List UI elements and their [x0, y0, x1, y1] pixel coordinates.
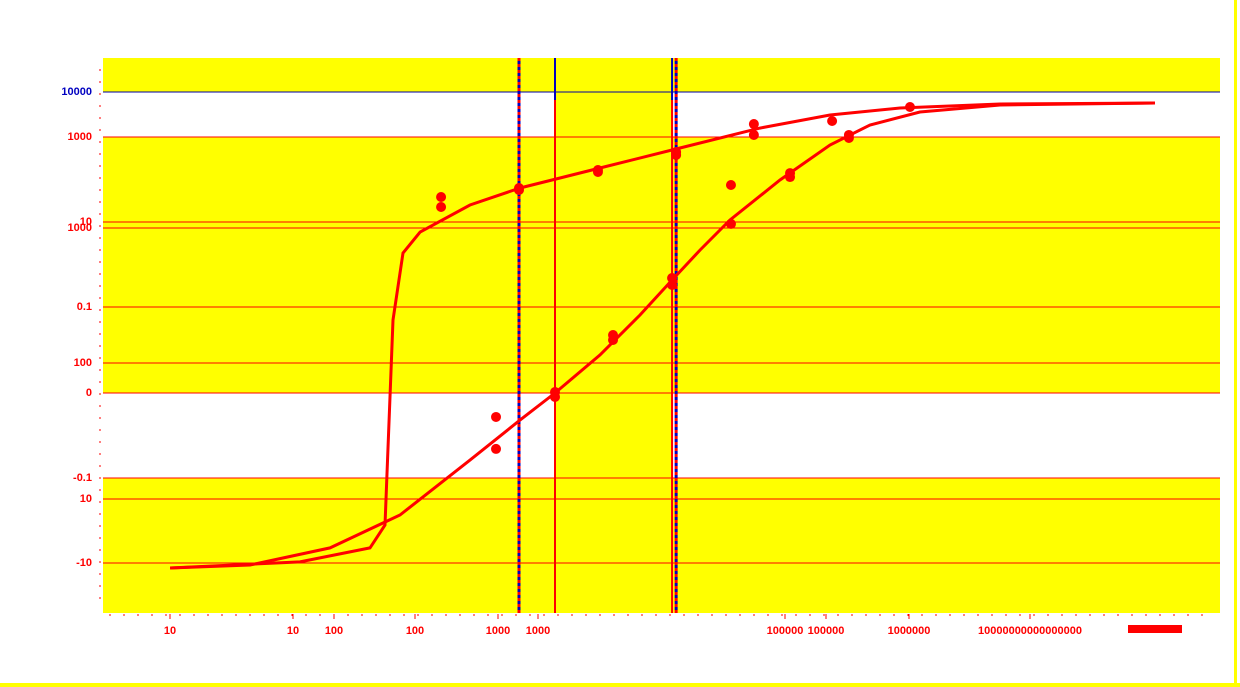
y-tick-label: 1000 — [68, 131, 92, 143]
window-edge — [1234, 0, 1237, 687]
y-tick-label: 1000 — [68, 222, 92, 234]
data-point — [785, 172, 796, 183]
y-tick-label: 10000 — [61, 86, 92, 98]
data-point — [667, 272, 678, 283]
x-tick-label: 10000000000000000 — [978, 625, 1082, 637]
curve — [170, 101, 1156, 570]
data-point — [491, 443, 502, 454]
data-point — [514, 185, 525, 196]
y-tick-label: -10 — [76, 557, 92, 569]
y-tick-label: 10 — [80, 493, 92, 505]
x-tick-label: 10 — [164, 625, 176, 637]
x-tick-label: 100 — [325, 625, 343, 637]
x-tick-label: 1000 — [486, 625, 510, 637]
x-tick-label: 100000 — [808, 625, 845, 637]
data-point — [725, 218, 736, 229]
data-point — [592, 164, 603, 175]
data-point — [748, 129, 759, 140]
y-tick-label: 0 — [86, 387, 92, 399]
y-tick-label: 100 — [74, 357, 92, 369]
data-point — [608, 335, 619, 346]
data-point — [827, 115, 838, 126]
x-tick-label: 1000 — [526, 625, 550, 637]
data-point — [667, 280, 678, 291]
y-tick-label: -0.1 — [73, 472, 92, 484]
data-point — [904, 102, 915, 113]
data-point — [436, 192, 447, 203]
x-tick-label: 100000 — [767, 625, 804, 637]
garbled-label — [1128, 625, 1182, 633]
data-point — [725, 179, 736, 190]
window-edge — [0, 683, 1240, 687]
y-tick-label: 0.1 — [77, 301, 92, 313]
x-tick-label: 10 — [287, 625, 299, 637]
data-point — [671, 147, 682, 158]
y-tick-label: 10 — [80, 216, 92, 228]
data-point — [843, 133, 854, 144]
x-tick-label: 1000000 — [888, 625, 931, 637]
data-point — [550, 391, 561, 402]
data-point — [748, 119, 759, 130]
data-point — [436, 202, 447, 213]
data-point — [491, 411, 502, 422]
x-tick-label: 100 — [406, 625, 424, 637]
